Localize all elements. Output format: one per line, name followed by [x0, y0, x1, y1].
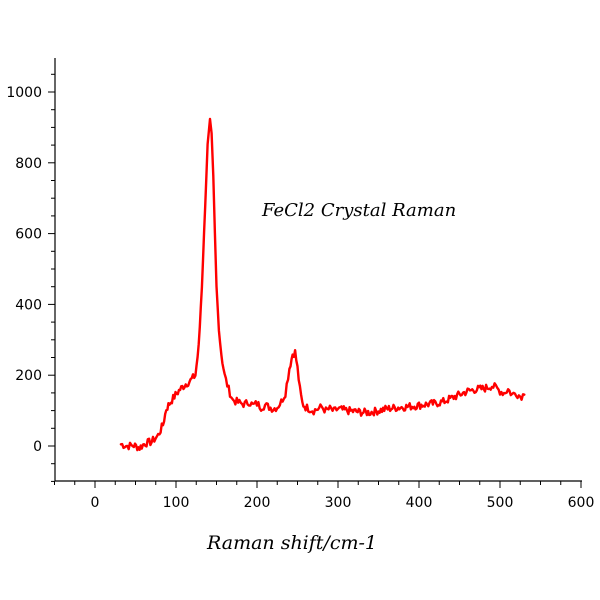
chart-annotation: FeCl2 Crystal Raman: [261, 200, 456, 221]
y-tick-label: 1000: [6, 85, 42, 101]
y-tick-label: 600: [15, 227, 42, 243]
y-tick-label: 200: [15, 368, 42, 384]
x-tick-label: 500: [487, 495, 514, 511]
x-tick-label: 400: [406, 495, 433, 511]
x-axis-label: Raman shift/cm-1: [206, 532, 377, 554]
x-tick-label: 200: [244, 495, 271, 511]
plot-area: [119, 117, 526, 452]
x-tick-label: 0: [91, 495, 100, 511]
x-tick-label: 100: [163, 495, 190, 511]
x-tick-label: 300: [325, 495, 352, 511]
y-tick-label: 0: [33, 439, 42, 455]
y-tick-label: 800: [15, 156, 42, 172]
y-tick-label: 400: [15, 297, 42, 313]
spectrum-line: [119, 117, 526, 452]
x-tick-label: 600: [568, 495, 595, 511]
axes: 0 100 200 300 400 500 600 0 200 400 600 800 1000: [6, 58, 594, 511]
